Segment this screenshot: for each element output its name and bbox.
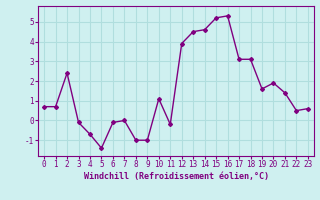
X-axis label: Windchill (Refroidissement éolien,°C): Windchill (Refroidissement éolien,°C) bbox=[84, 172, 268, 181]
